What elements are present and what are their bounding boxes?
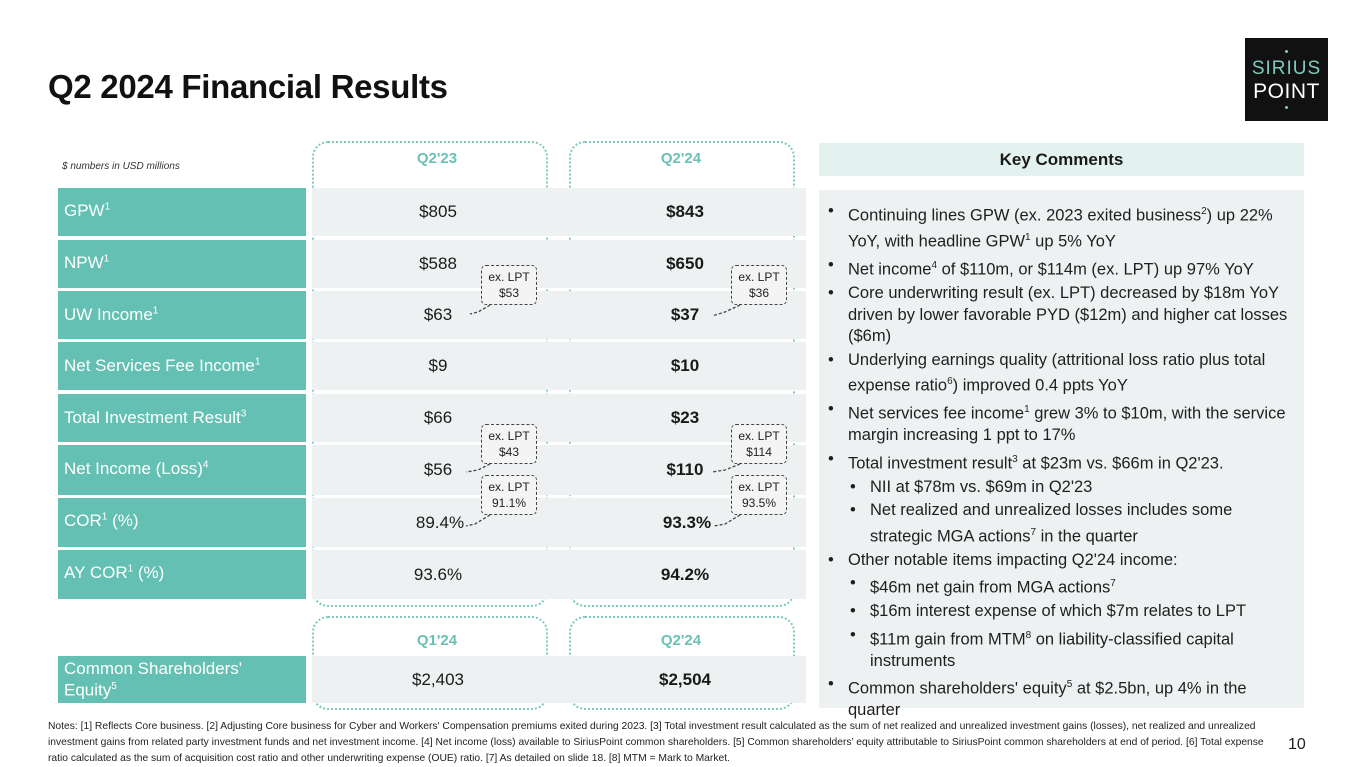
value-gpw-q2-23: $805 [419,202,457,221]
callout-cor-ex-lpt-q2-24: ex. LPT 93.5% [731,475,787,515]
row-label-npw: NPW1 [58,240,306,288]
comment-core-underwriting: Core underwriting result (ex. LPT) decre… [828,283,1296,348]
comment-nii: NII at $78m vs. $69m in Q2'23 [850,477,1296,499]
page-number: 10 [1288,736,1306,753]
comment-shareholders-equity: Common shareholders' equity5 at $2.5bn, … [828,674,1296,722]
row-band [312,498,806,547]
row-label-gpw: GPW1 [58,188,306,236]
comment-mga-gain: $46m net gain from MGA actions7 [850,573,1296,599]
key-comments-heading: Key Comments [819,143,1304,176]
value-uw-income-q2-23: $63 [423,305,453,324]
column-header-q2-24-equity: Q2'24 [660,632,702,649]
value-net-services-fee-q2-23: $9 [428,356,448,375]
row-band [312,291,806,339]
connector-uw-q2-24 [711,304,741,317]
row-label-ay-cor: AY COR1 (%) [58,550,306,599]
row-band [312,188,806,236]
callout-uw-income-ex-lpt-q2-24: ex. LPT $36 [731,265,787,305]
value-uw-income-q2-24: $37 [670,305,700,324]
value-gpw-q2-24: $843 [666,202,704,221]
column-header-q1-24: Q1'24 [416,632,458,649]
value-cor-q2-23: 89.4% [415,513,465,532]
value-npw-q2-23: $588 [419,254,457,273]
value-ay-cor-q2-23: 93.6% [413,565,463,584]
value-net-income-q2-24: $110 [666,460,704,479]
column-header-q2-23: Q2'23 [416,150,458,167]
footnotes: Notes: [1] Reflects Core business. [2] A… [48,721,1264,764]
siriuspoint-logo: SIRIUS POINT [1245,38,1328,121]
value-equity-q2-24: $2,504 [659,670,711,689]
connector-uw-q2-23 [469,304,491,315]
value-total-investment-q2-24: $23 [670,408,700,427]
key-comments-panel: Continuing lines GPW (ex. 2023 exited bu… [819,190,1304,719]
row-label-uw-income: UW Income1 [58,291,306,339]
row-label-common-shareholders-equity: Common Shareholders' Equity5 [58,656,306,703]
comment-net-income: Net income4 of $110m, or $114m (ex. LPT)… [828,255,1296,281]
comment-earnings-quality: Underlying earnings quality (attritional… [828,350,1296,398]
comment-realized-losses: Net realized and unrealized losses inclu… [850,500,1296,548]
value-net-services-fee-q2-24: $10 [670,356,700,375]
comment-net-services-fee: Net services fee income1 grew 3% to $10m… [828,399,1296,447]
comment-interest-expense: $16m interest expense of which $7m relat… [850,601,1296,623]
comment-mtm-gain: $11m gain from MTM8 on liability-classif… [850,625,1296,673]
connector-cor-q2-23 [465,514,491,527]
logo-line1: SIRIUS [1251,58,1322,79]
callout-net-income-ex-lpt-q2-23: ex. LPT $43 [481,424,537,464]
value-ay-cor-q2-24: 94.2% [660,565,710,584]
row-band [312,656,806,703]
value-net-income-q2-23: $56 [423,460,453,479]
page-title: Q2 2024 Financial Results [48,68,448,105]
comment-total-investment: Total investment result3 at $23m vs. $66… [828,449,1296,475]
row-label-net-income: Net Income (Loss)4 [58,445,306,495]
connector-ni-q2-23 [465,463,491,473]
logo-line2: POINT [1253,80,1320,103]
callout-cor-ex-lpt-q2-23: ex. LPT 91.1% [481,475,537,515]
row-label-cor: COR1 (%) [58,498,306,547]
row-band [312,550,806,599]
value-total-investment-q2-23: $66 [423,408,453,427]
callout-net-income-ex-lpt-q2-24: ex. LPT $114 [731,424,787,464]
value-cor-q2-24: 93.3% [662,513,712,532]
column-header-q2-24: Q2'24 [660,150,702,167]
row-band [312,342,806,390]
row-band [312,394,806,442]
logo-dot-top [1285,50,1288,53]
logo-dot-bottom [1285,106,1288,109]
connector-cor-q2-24 [713,514,741,527]
value-equity-q1-24: $2,403 [412,670,464,689]
row-label-total-investment-result: Total Investment Result3 [58,394,306,442]
callout-uw-income-ex-lpt-q2-23: ex. LPT $53 [481,265,537,305]
comment-gpw: Continuing lines GPW (ex. 2023 exited bu… [828,201,1296,253]
comment-other-items: Other notable items impacting Q2'24 inco… [828,550,1296,572]
connector-ni-q2-24 [711,463,741,473]
value-npw-q2-24: $650 [666,254,704,273]
row-label-net-services-fee-income: Net Services Fee Income1 [58,342,306,390]
units-note: $ numbers in USD millions [62,161,180,172]
row-band [312,240,806,288]
